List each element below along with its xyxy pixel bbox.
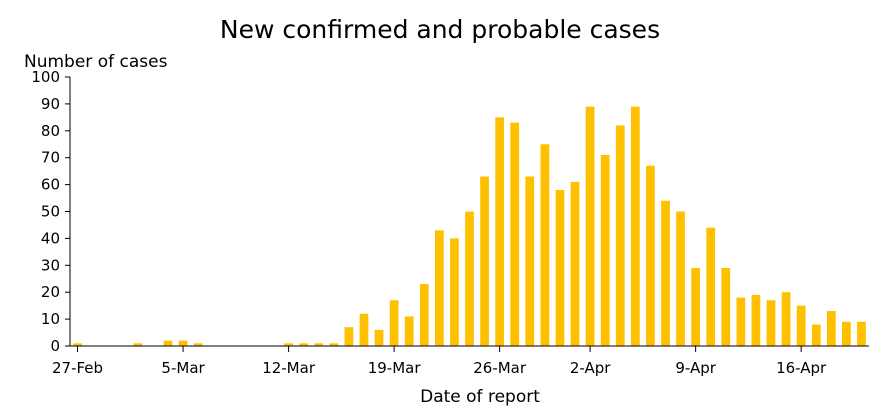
y-tick-label: 60 [41,176,60,194]
x-tick-label: 26-Mar [473,359,527,377]
bar [676,211,685,346]
bar [811,324,821,346]
bar-series [73,106,866,346]
bar [178,340,188,346]
bar [691,267,701,346]
y-tick-label: 10 [41,310,60,328]
chart-title: New confirmed and probable cases [220,15,660,44]
bar [389,300,399,346]
bar [419,284,429,346]
bar [133,343,143,346]
x-tick-label: 5-Mar [161,359,205,377]
bar [857,321,866,346]
bar [404,316,414,346]
bar [826,311,836,346]
y-tick-label: 70 [41,149,60,167]
y-tick-label: 0 [50,337,60,355]
bar [73,343,82,346]
bar [540,144,550,346]
bar [736,297,746,346]
bar [661,200,670,346]
y-tick-label: 100 [31,68,60,86]
y-tick-label: 40 [41,229,60,247]
bar [842,321,851,346]
bar [299,343,309,346]
bar [359,313,369,346]
bar [630,106,640,346]
bar [766,300,776,346]
bar [600,155,610,346]
bar [510,122,520,346]
x-tick-label: 12-Mar [262,359,316,377]
bar [751,294,761,346]
bar [796,305,806,346]
bar [434,230,444,346]
y-tick-label: 50 [41,203,60,221]
bar [585,106,595,346]
bar [329,343,339,346]
bar [193,343,203,346]
bar [615,125,625,346]
x-axis: 27-Feb 5-Mar 12-Mar 19-Mar 26-Mar 2-Apr 9-Apr 1… [52,345,869,377]
y-tick-label: 90 [41,95,60,113]
y-axis-title: Number of cases [24,52,168,72]
bar [570,181,580,346]
bar [781,292,791,346]
x-tick-label: 2-Apr [570,359,611,377]
bar [284,343,293,346]
bar [374,329,384,346]
x-tick-label: 19-Mar [368,359,422,377]
y-tick-label: 20 [41,283,60,301]
bar [646,165,655,346]
y-tick-label: 30 [41,256,60,274]
x-tick-label: 27-Feb [52,359,103,377]
y-axis: 0 10 20 30 40 50 60 70 80 90 100 [31,68,71,355]
bar [314,343,324,346]
bar [163,340,173,346]
bar [525,176,535,346]
bar [495,117,505,346]
x-axis-title: Date of report [420,387,540,407]
bar [555,189,565,346]
bar [450,238,459,346]
y-tick-label: 80 [41,122,60,140]
bar [480,176,489,346]
x-tick-label: 9-Apr [675,359,716,377]
bar [706,227,716,346]
bar [721,267,731,346]
x-tick-label: 16-Apr [776,359,827,377]
bar [344,327,354,346]
bar [465,211,474,346]
